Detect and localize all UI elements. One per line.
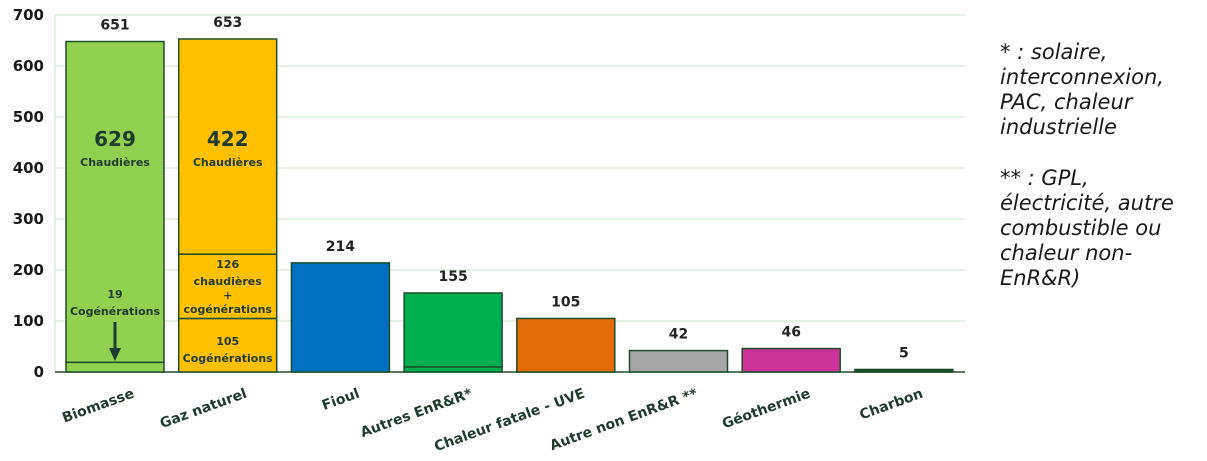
category-label: Géothermie [720, 386, 812, 433]
category-label: Charbon [858, 386, 926, 424]
y-tick-label: 100 [13, 312, 44, 330]
footnote-2: ** : GPL, électricité, autre combustible… [1000, 166, 1174, 290]
bar-segment [177, 38, 278, 255]
bar-segment [177, 317, 278, 373]
segment-text-label: chaudières [194, 275, 263, 288]
y-tick-label: 500 [13, 108, 44, 126]
bar-segment [516, 317, 616, 373]
bar-value-label: 651 [100, 18, 129, 34]
segment-text-label: Cogénérations [183, 352, 274, 365]
category-label: Biomasse [60, 386, 136, 427]
segment-value-label: 105 [216, 335, 239, 348]
y-tick-label: 600 [13, 57, 44, 75]
bar-value-label: 653 [213, 15, 242, 31]
annotation-arrow-head [109, 348, 121, 361]
bar-value-label: 155 [438, 269, 467, 285]
y-tick-label: 0 [34, 363, 44, 381]
segment-value-label: 19 [107, 288, 122, 301]
y-tick-label: 200 [13, 261, 44, 279]
bar-segment [290, 262, 391, 373]
segment-value-label: 629 [94, 127, 136, 151]
bar-segment [65, 361, 165, 373]
y-tick-label: 300 [13, 210, 44, 228]
bar-segment [403, 366, 503, 373]
y-tick-label: 700 [13, 6, 44, 24]
bar-value-label: 46 [781, 325, 800, 341]
segment-text-label: Chaudières [80, 156, 150, 169]
category-label: Gaz naturel [158, 386, 249, 432]
bar-chart: 0 100 200 300 400 500 600 700 651 Biomasse 653 Gaz … [13, 6, 965, 455]
bar-segment [741, 347, 841, 373]
bar-segment [854, 368, 954, 373]
bar-value-label: 5 [899, 345, 909, 361]
bar-segment [65, 40, 165, 364]
category-label: Fioul [320, 386, 362, 414]
bar-value-label: 214 [326, 239, 355, 255]
segment-value-label: 422 [207, 127, 249, 151]
bar-value-label: 42 [669, 327, 688, 343]
segment-text-label: Cogénérations [70, 305, 161, 318]
bar-segment [628, 349, 729, 373]
y-tick-label: 400 [13, 159, 44, 177]
footnote-1: * : solaire, interconnexion, PAC, chaleu… [1000, 40, 1164, 139]
bar-segment [403, 292, 503, 368]
segment-text-label: + [223, 289, 232, 302]
footnotes: * : solaire, interconnexion, PAC, chaleu… [1000, 40, 1205, 317]
segment-text-label: cogénérations [183, 303, 272, 316]
bar-value-label: 105 [551, 294, 580, 310]
segment-value-label: 126 [216, 258, 239, 271]
segment-text-label: Chaudières [193, 156, 263, 169]
